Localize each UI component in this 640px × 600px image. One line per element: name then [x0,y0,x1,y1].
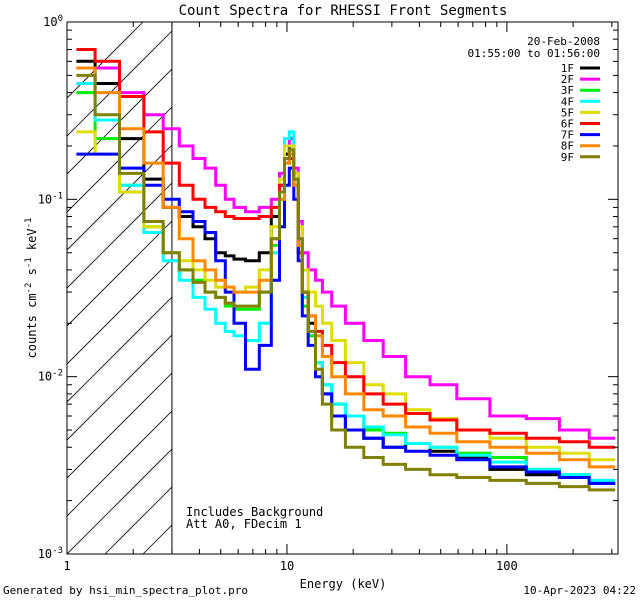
y-tick-label: 10-3 [38,546,63,561]
hatch-line [67,22,220,175]
legend-label-8F: 8F [561,140,574,153]
series-line-8F [76,66,616,469]
y-tick-label: 100 [43,14,63,29]
legend-label-6F: 6F [561,118,574,131]
series-layer [76,48,616,492]
annotation-background: Includes Background [186,505,323,519]
series-line-9F [76,73,616,492]
hatch-line [67,22,258,213]
legend-label-4F: 4F [561,95,574,108]
plot-frame [66,21,619,555]
legend-label-1F: 1F [561,62,574,75]
date-label: 20-Feb-2008 [527,35,600,48]
legend-label-7F: 7F [561,129,574,142]
hatch-line [67,22,144,99]
legend-label-9F: 9F [561,151,574,164]
hatch-line [67,22,182,137]
y-axis-label: counts cm-2 s-1 keV-1 [24,218,39,359]
legend-label-5F: 5F [561,106,574,119]
x-tick-label: 1 [63,559,70,573]
legend-label-3F: 3F [561,84,574,97]
annotation-attenuator: Att A0, FDecim 1 [186,517,302,531]
footer-timestamp: 10-Apr-2023 04:22 [523,584,636,597]
y-tick-label: 10-2 [38,369,63,384]
y-tick-label: 10-1 [38,191,63,206]
x-axis-label: Energy (keV) [300,577,387,591]
time-range-label: 01:55:00 to 01:56:00 [468,47,600,60]
x-tick-label: 100 [496,559,518,573]
x-tick-label: 10 [280,559,294,573]
footer-generated-by: Generated by hsi_min_spectra_plot.pro [3,584,249,597]
chart-title: Count Spectra for RHESSI Front Segments [179,3,508,19]
legend-label-2F: 2F [561,73,574,86]
axes: 1 10 100 100 10-1 10-2 10-3 [38,14,619,573]
series-line-7F [76,152,616,485]
